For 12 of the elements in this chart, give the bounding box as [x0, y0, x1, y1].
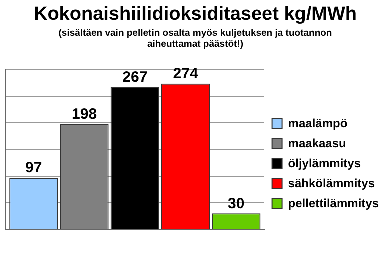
data-label: 274 — [173, 65, 199, 82]
legend-label: maakaasu — [288, 136, 346, 150]
legend-label: pellettilämmitys — [288, 196, 380, 210]
data-label: 30 — [228, 195, 245, 212]
chart-subtitle: (sisältäen vain pelletin osalta myös kuljetuksen ja tuotannon aiheuttamat päästöt!) — [58, 28, 334, 50]
data-label: 198 — [72, 106, 98, 123]
data-label: 267 — [122, 69, 148, 86]
legend-label: sähkölämmitys — [288, 176, 376, 190]
data-label: 97 — [26, 160, 42, 177]
chart-title: Kokonaishiilidioksiditaseet kg/MWh — [32, 4, 358, 26]
legend-label: öljylämmitys — [288, 156, 362, 170]
legend-label: maalämpö — [288, 116, 348, 130]
